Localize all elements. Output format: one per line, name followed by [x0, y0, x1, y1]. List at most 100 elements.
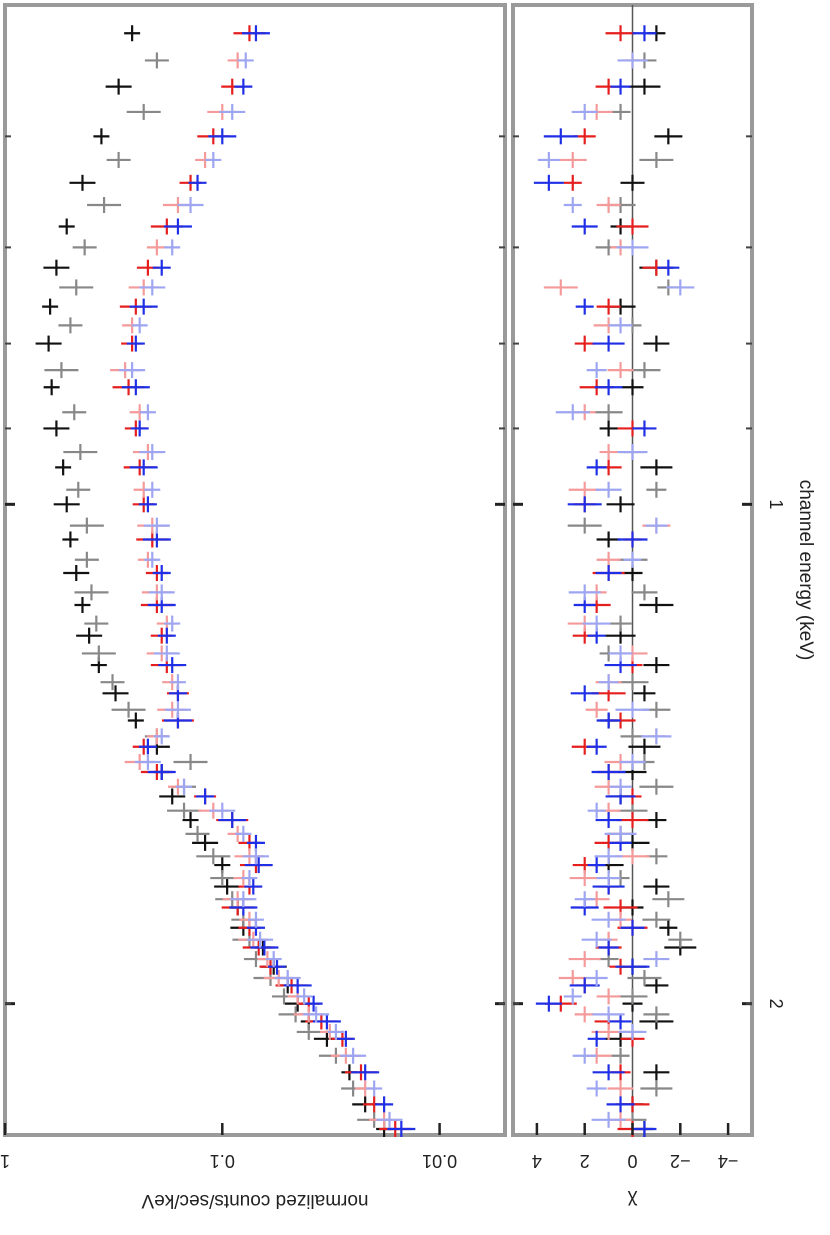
data-point	[340, 1047, 367, 1064]
data-point	[632, 420, 657, 437]
data-point	[639, 151, 674, 168]
data-point	[537, 151, 560, 168]
data-point	[142, 531, 171, 548]
data-point	[543, 128, 578, 145]
data-point	[126, 103, 161, 120]
x-tick-label: 1	[766, 499, 786, 509]
data-point	[72, 239, 97, 256]
data-point	[563, 988, 582, 1005]
data-point	[76, 627, 103, 644]
data-point	[375, 1096, 394, 1113]
data-point	[608, 317, 633, 334]
data-point	[643, 951, 670, 968]
data-point	[93, 128, 110, 145]
data-point	[645, 517, 668, 534]
data-point	[591, 1111, 626, 1128]
data-point	[596, 298, 621, 315]
data-point	[611, 1047, 630, 1064]
x-tick-label: 2	[766, 999, 786, 1009]
data-point	[327, 1023, 344, 1040]
data-point	[587, 1030, 606, 1047]
data-point	[126, 335, 145, 352]
data-point	[558, 969, 587, 986]
data-point	[209, 802, 236, 819]
data-point	[59, 279, 94, 296]
data-point	[568, 584, 601, 601]
data-point	[616, 218, 649, 235]
data-point	[247, 931, 274, 948]
data-point	[585, 969, 608, 986]
data-point	[604, 825, 637, 842]
data-point	[205, 151, 222, 168]
data-point	[659, 919, 678, 936]
data-point	[218, 812, 247, 829]
data-point	[87, 197, 122, 214]
data-point	[196, 848, 231, 865]
data-point	[628, 738, 661, 755]
data-point	[153, 645, 180, 662]
data-point	[185, 825, 210, 842]
data-point	[74, 584, 109, 601]
data-point	[568, 951, 601, 968]
data-point	[164, 239, 181, 256]
data-point	[586, 738, 607, 755]
data-point	[609, 1013, 632, 1030]
data-point	[535, 995, 562, 1012]
data-point	[43, 259, 70, 276]
data-point	[563, 174, 582, 191]
data-point	[139, 279, 166, 296]
data-point	[610, 78, 631, 95]
data-point	[144, 551, 161, 568]
data-point	[74, 597, 91, 614]
data-point	[152, 564, 171, 581]
y-tick-label: 1	[0, 1151, 10, 1171]
data-point	[567, 496, 602, 513]
data-point	[296, 988, 313, 1005]
data-point	[627, 969, 662, 986]
data-point	[619, 753, 646, 770]
data-point	[119, 362, 146, 379]
data-point	[610, 103, 631, 120]
data-point	[620, 919, 645, 936]
data-point	[571, 218, 598, 235]
data-point	[138, 738, 157, 755]
data-point	[595, 481, 622, 498]
data-point	[558, 151, 587, 168]
data-point	[336, 1030, 355, 1047]
data-point	[62, 404, 87, 421]
data-point	[69, 174, 96, 191]
data-point	[618, 1023, 647, 1040]
data-point	[628, 78, 661, 95]
y-axis-title: normalized counts/sec/keV	[141, 1190, 368, 1211]
data-point	[43, 379, 60, 396]
data-point	[533, 174, 564, 191]
data-point	[102, 685, 129, 702]
data-point	[210, 870, 235, 887]
data-point	[234, 78, 253, 95]
data-point	[628, 362, 661, 379]
data-point	[176, 778, 193, 795]
data-point	[587, 857, 606, 874]
data-point	[157, 627, 176, 644]
data-point	[139, 404, 156, 421]
data-point	[666, 279, 695, 296]
data-point	[219, 103, 246, 120]
residual-axis-title: χ	[627, 1190, 637, 1211]
data-point	[138, 496, 157, 513]
data-point	[235, 825, 252, 842]
data-point	[598, 674, 619, 691]
data-point	[303, 1006, 330, 1023]
data-point	[134, 753, 161, 770]
data-point	[182, 812, 199, 829]
data-point	[58, 218, 75, 235]
data-point	[167, 802, 202, 819]
data-point	[127, 712, 144, 729]
data-point	[173, 753, 208, 770]
data-point	[574, 891, 595, 908]
data-point	[643, 878, 670, 895]
residual-tick-label: −4	[718, 1151, 739, 1171]
residual-tick-label: −2	[670, 1151, 691, 1171]
data-point	[605, 25, 636, 42]
residual-tick-label: 4	[532, 1151, 542, 1171]
data-point	[608, 645, 633, 662]
